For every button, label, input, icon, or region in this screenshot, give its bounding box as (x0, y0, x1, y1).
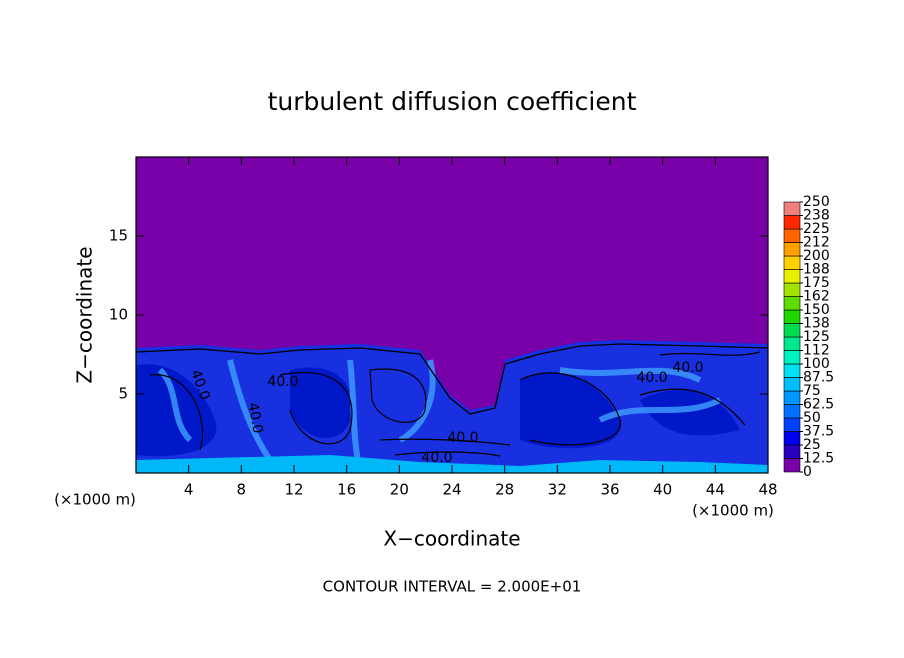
colorbar-swatch (783, 363, 801, 378)
colorbar-label: 75 (803, 383, 821, 399)
contour-label: 40.0 (672, 360, 703, 376)
y-axis-label: Z−coordinate (73, 246, 97, 383)
x-tick-label: 12 (284, 481, 303, 499)
x-tick-label: 48 (758, 481, 777, 499)
colorbar-swatch (783, 296, 801, 311)
contour-label: 40.0 (636, 370, 667, 386)
x-unit: (×1000 m) (692, 502, 774, 520)
colorbar-label: 125 (803, 329, 830, 345)
colorbar-label: 238 (803, 208, 830, 224)
x-tick-label: 16 (337, 481, 356, 499)
colorbar-label: 62.5 (803, 397, 834, 413)
colorbar-swatch (783, 255, 801, 270)
colorbar-label: 212 (803, 235, 830, 251)
contour-label: 40.0 (244, 401, 265, 434)
contour-label: 40.0 (267, 374, 298, 390)
colorbar-label: 150 (803, 302, 830, 318)
colorbar-swatch (783, 458, 801, 473)
colorbar-label: 175 (803, 275, 830, 291)
x-axis-label: X−coordinate (383, 527, 520, 551)
x-tick-label: 24 (442, 481, 461, 499)
colorbar-label: 50 (803, 410, 821, 426)
colorbar-swatch (783, 444, 801, 459)
x-tick-label: 8 (237, 481, 247, 499)
contour-label: 40.0 (421, 450, 452, 466)
colorbar-label: 138 (803, 316, 830, 332)
y-tick-label: 15 (109, 227, 128, 245)
contour-line (149, 351, 761, 457)
contour-line (136, 343, 768, 415)
x-tick-label: 44 (706, 481, 725, 499)
colorbar-swatch (783, 404, 801, 419)
colorbar-swatch (783, 431, 801, 446)
colorbar-swatch (783, 282, 801, 297)
colorbar-label: 200 (803, 248, 830, 264)
colorbar-swatch (783, 350, 801, 365)
colorbar-label: 25 (803, 437, 821, 453)
colorbar-swatch (783, 201, 801, 216)
chart-title: turbulent diffusion coefficient (268, 87, 637, 116)
x-tick-label: 4 (184, 481, 194, 499)
field (136, 157, 768, 473)
colorbar-label: 0 (803, 464, 812, 480)
colorbar-swatch (783, 228, 801, 243)
colorbar-swatch (783, 323, 801, 338)
x-tick-label: 40 (653, 481, 672, 499)
y-tick-label: 5 (118, 385, 128, 403)
footnote: CONTOUR INTERVAL = 2.000E+01 (323, 578, 582, 596)
x-tick-label: 36 (600, 481, 619, 499)
contour-label: 40.0 (447, 430, 478, 446)
x-tick-label: 32 (548, 481, 567, 499)
colorbar-label: 100 (803, 356, 830, 372)
colorbar-label: 250 (803, 194, 830, 210)
x-tick-label: 28 (495, 481, 514, 499)
colorbar-label: 87.5 (803, 370, 834, 386)
colorbar-label: 112 (803, 343, 830, 359)
core-region (136, 364, 740, 457)
colorbar-label: 37.5 (803, 424, 834, 440)
colorbar-label: 225 (803, 221, 830, 237)
colorbar-swatch (783, 336, 801, 351)
colorbar-label: 188 (803, 262, 830, 278)
y-tick-label: 10 (109, 306, 128, 324)
colorbar-swatch (783, 269, 801, 284)
colorbar-swatch (783, 309, 801, 324)
colorbar-swatch (783, 390, 801, 405)
colorbar-label: 12.5 (803, 451, 834, 467)
x-unit: (×1000 m) (54, 491, 136, 509)
colorbar-swatch (783, 417, 801, 432)
x-tick-label: 20 (390, 481, 409, 499)
colorbar-swatch (783, 377, 801, 392)
colorbar-swatch (783, 242, 801, 257)
colorbar-swatch (783, 215, 801, 230)
streak (157, 359, 722, 471)
colorbar-label: 162 (803, 289, 830, 305)
